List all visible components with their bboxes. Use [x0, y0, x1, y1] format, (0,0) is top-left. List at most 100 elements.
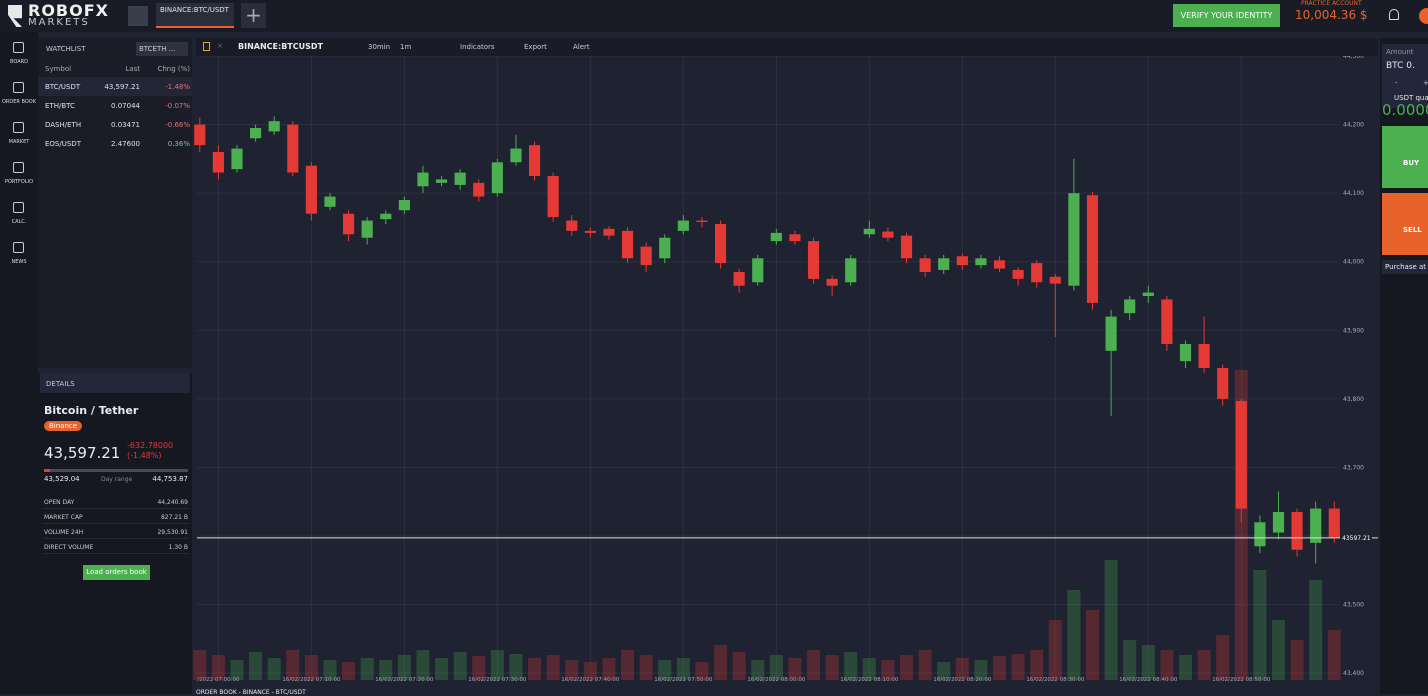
candle-body	[1012, 269, 1024, 279]
bell-icon[interactable]	[1389, 9, 1399, 20]
alert[interactable]: Alert	[573, 43, 590, 51]
candle-body	[789, 234, 801, 242]
interval[interactable]: 30min	[368, 43, 391, 51]
amount-box	[1382, 44, 1428, 108]
volume-bar	[862, 658, 876, 680]
candle-body	[1179, 344, 1192, 362]
volume-bar	[1123, 640, 1137, 680]
candle-body	[956, 256, 968, 266]
candle-body	[677, 220, 689, 231]
volume-bar	[621, 650, 635, 680]
candle-body	[212, 152, 224, 173]
plus-button[interactable]: +	[1423, 79, 1428, 87]
volume-bar	[1160, 650, 1174, 680]
close-icon[interactable]: ×	[217, 42, 223, 50]
avatar[interactable]	[1419, 8, 1428, 24]
purchase-label: Purchase at	[1382, 260, 1428, 274]
volume-bar	[230, 660, 244, 680]
volume-bar	[453, 652, 467, 680]
volume-bar	[844, 652, 858, 680]
minus-button[interactable]: -	[1395, 79, 1398, 87]
volume-bar	[918, 650, 932, 680]
volume-bar	[286, 650, 300, 680]
sidebar-label[interactable]: BOARD	[10, 59, 28, 65]
range[interactable]: 1m	[400, 43, 412, 51]
sidebar-icon[interactable]	[13, 42, 24, 53]
x-tick-label: 16/02/2022 08:20:00	[933, 677, 992, 683]
candle-body	[287, 124, 299, 173]
volume-bar	[435, 658, 449, 680]
chart-toolbar: × BINANCE:BTCUSDT 30min 1m Indicators Ex…	[196, 38, 1378, 56]
bookmark-icon[interactable]	[203, 42, 210, 51]
sell-label: SELL	[1403, 226, 1422, 234]
trade-panel: Amount BTC 0. - + USDT quar 0.0000 BUY S…	[1380, 38, 1428, 694]
x-tick-label: 16/02/2022 07:40:00	[561, 677, 620, 683]
candle-body	[435, 179, 448, 183]
candle-body	[1049, 276, 1061, 284]
volume-bar	[1141, 645, 1155, 680]
candle-body	[250, 128, 262, 139]
balance[interactable]: 10,004.36 $	[1295, 8, 1368, 22]
sell-button[interactable]: SELL	[1382, 193, 1428, 255]
volume-bar	[211, 655, 225, 680]
candle-body	[659, 237, 671, 259]
volume-bar	[193, 650, 207, 680]
candle-body	[231, 148, 243, 170]
x-tick-label: 16/02/2022 07:30:00	[468, 677, 527, 683]
sidebar-icon[interactable]	[13, 162, 24, 173]
volume-bar	[993, 656, 1007, 680]
y-tick-label: 43,900	[1343, 327, 1364, 334]
verify-button[interactable]: VERIFY YOUR IDENTITY	[1173, 4, 1280, 27]
y-tick-label: 44,200	[1343, 122, 1364, 129]
buy-button[interactable]: BUY	[1382, 126, 1428, 188]
sidebar-label[interactable]: MARKET	[8, 139, 30, 145]
volume-bar	[658, 660, 672, 680]
export[interactable]: Export	[524, 43, 547, 51]
volume-bar	[714, 645, 728, 680]
add-tab[interactable]: +	[241, 3, 266, 28]
candle-body	[1272, 512, 1285, 533]
volume-bar	[509, 654, 523, 680]
volume-bar	[955, 658, 969, 680]
volume-bar	[825, 655, 839, 680]
price-change-pct: (-1.48%)	[127, 451, 162, 460]
x-tick-label: 16/02/2022 08:10:00	[840, 677, 899, 683]
candle-body	[1068, 193, 1080, 286]
watch-cell: 0.36%	[167, 140, 190, 148]
candle-body	[1161, 299, 1173, 344]
watchlist-filter[interactable]: BTCETH ...	[136, 42, 188, 56]
sidebar-icon[interactable]	[13, 82, 24, 93]
sidebar-icon[interactable]	[13, 122, 24, 133]
candle-body	[696, 220, 708, 222]
range-low: 43,529.04	[44, 475, 80, 483]
sidebar-label[interactable]: CALC.	[11, 219, 27, 225]
sidebar-label[interactable]: PORTFOLIO	[4, 179, 34, 185]
range-fill	[44, 469, 50, 472]
y-tick-label: 44,300	[1343, 53, 1364, 60]
sidebar-label[interactable]: ORDER BOOK	[2, 99, 36, 105]
watch-cell: -0.07%	[165, 102, 190, 110]
y-tick-label: 43,400	[1343, 670, 1364, 677]
column-header: Last	[125, 65, 140, 73]
volume-bar	[1178, 655, 1193, 680]
symbol-tab[interactable]: BINANCE:BTC/USDT	[156, 3, 234, 28]
sidebar-label[interactable]: NEWS	[11, 259, 27, 265]
logo-subtext: MARKETS	[28, 17, 90, 28]
sidebar-icon[interactable]	[13, 202, 24, 213]
watch-cell: ETH/BTC	[45, 102, 75, 110]
grid-button[interactable]	[128, 6, 148, 26]
candle-body	[473, 182, 485, 197]
volume-bar	[676, 658, 690, 680]
watch-row[interactable]	[38, 77, 192, 96]
load-orders-button[interactable]: Load orders book	[83, 565, 150, 580]
volume-bar	[1085, 610, 1100, 680]
volume-bar	[1030, 650, 1044, 680]
amount-input[interactable]: BTC 0.	[1386, 61, 1415, 71]
candle-body	[640, 246, 652, 266]
indicators[interactable]: Indicators	[460, 43, 495, 51]
candle-body	[1310, 508, 1322, 543]
volume-bar	[639, 655, 653, 680]
volume-bar	[1271, 620, 1285, 680]
sidebar-icon[interactable]	[13, 242, 24, 253]
